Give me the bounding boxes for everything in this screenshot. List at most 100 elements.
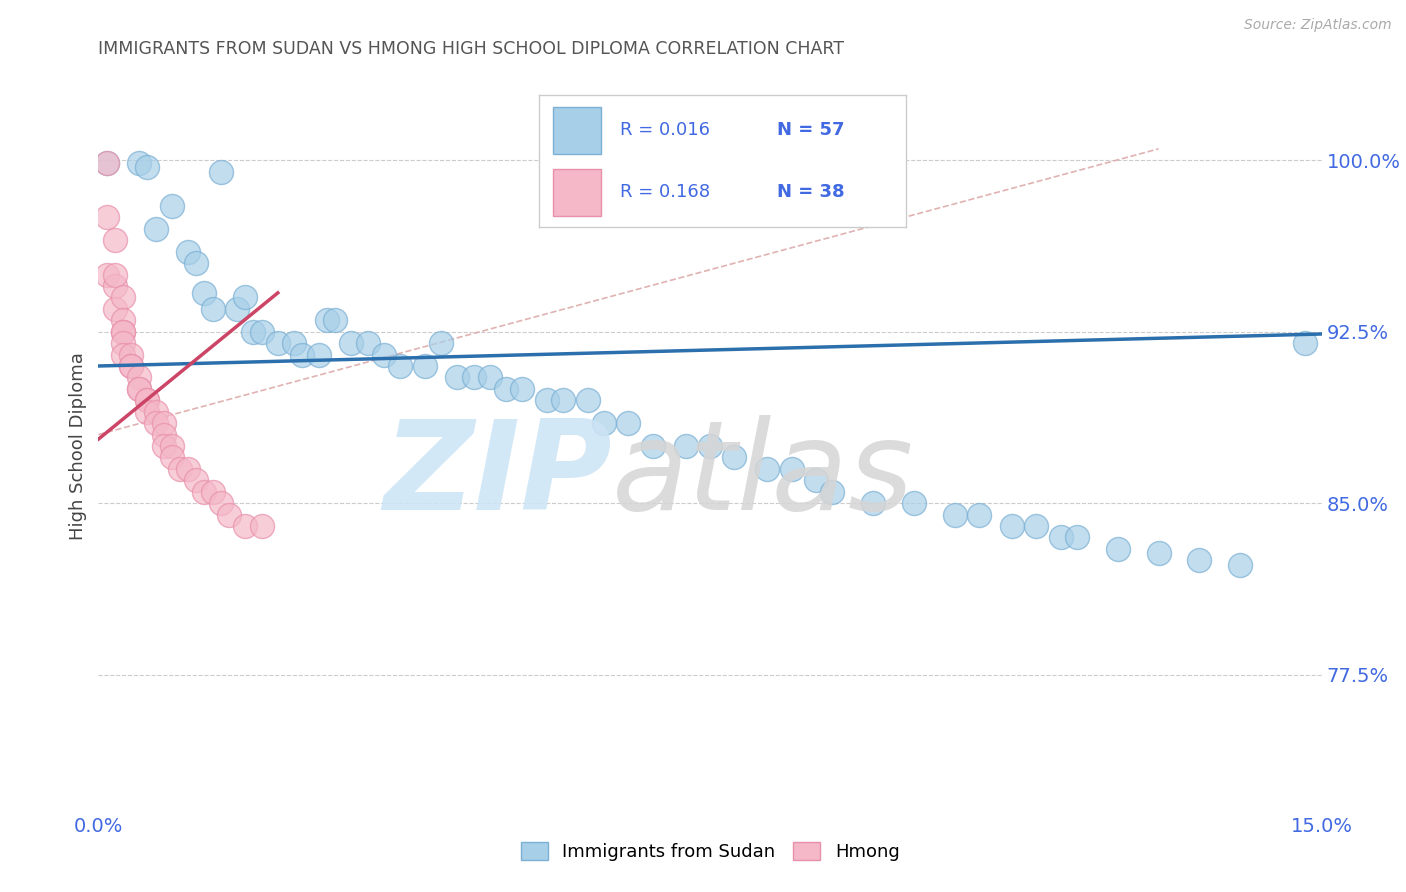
Point — [177, 244, 200, 259]
Point — [104, 268, 127, 282]
Point — [267, 336, 290, 351]
Point — [96, 155, 118, 169]
Point — [1294, 336, 1316, 351]
Point — [209, 164, 232, 178]
Point — [160, 199, 183, 213]
Point — [723, 450, 745, 465]
Point — [145, 416, 167, 430]
Point — [96, 155, 118, 169]
Text: ZIP: ZIP — [384, 415, 612, 536]
Point — [233, 519, 256, 533]
Point — [323, 313, 346, 327]
Point — [804, 473, 827, 487]
Point — [495, 382, 517, 396]
Point — [389, 359, 412, 373]
Point — [128, 382, 150, 396]
Point — [96, 268, 118, 282]
Point — [291, 347, 314, 361]
Point — [201, 301, 224, 316]
Point — [193, 285, 215, 300]
Point — [111, 325, 134, 339]
Point — [1049, 530, 1071, 544]
Point — [903, 496, 925, 510]
Point — [1001, 519, 1024, 533]
Point — [152, 427, 174, 442]
Point — [463, 370, 485, 384]
Point — [1188, 553, 1211, 567]
Point — [233, 290, 256, 304]
Point — [160, 439, 183, 453]
Point — [553, 393, 575, 408]
Point — [576, 393, 599, 408]
Point — [96, 211, 118, 225]
Point — [111, 325, 134, 339]
Point — [128, 370, 150, 384]
Point — [967, 508, 990, 522]
Point — [641, 439, 664, 453]
Point — [821, 484, 844, 499]
Legend: Immigrants from Sudan, Hmong: Immigrants from Sudan, Hmong — [513, 835, 907, 869]
Point — [111, 347, 134, 361]
Point — [943, 508, 966, 522]
Point — [218, 508, 240, 522]
Point — [756, 462, 779, 476]
Text: Source: ZipAtlas.com: Source: ZipAtlas.com — [1244, 18, 1392, 32]
Point — [193, 484, 215, 499]
Point — [104, 233, 127, 247]
Point — [120, 359, 142, 373]
Point — [593, 416, 616, 430]
Point — [283, 336, 305, 351]
Point — [186, 473, 208, 487]
Point — [617, 416, 640, 430]
Point — [675, 439, 697, 453]
Point — [413, 359, 436, 373]
Point — [430, 336, 453, 351]
Point — [136, 160, 159, 174]
Point — [111, 290, 134, 304]
Point — [186, 256, 208, 270]
Point — [160, 450, 183, 465]
Point — [104, 301, 127, 316]
Point — [512, 382, 534, 396]
Point — [242, 325, 264, 339]
Point — [1229, 558, 1251, 572]
Y-axis label: High School Diploma: High School Diploma — [69, 352, 87, 540]
Point — [136, 405, 159, 419]
Point — [136, 393, 159, 408]
Point — [1107, 541, 1129, 556]
Point — [152, 416, 174, 430]
Point — [250, 325, 273, 339]
Text: IMMIGRANTS FROM SUDAN VS HMONG HIGH SCHOOL DIPLOMA CORRELATION CHART: IMMIGRANTS FROM SUDAN VS HMONG HIGH SCHO… — [98, 40, 845, 58]
Point — [356, 336, 378, 351]
Point — [478, 370, 501, 384]
Point — [111, 336, 134, 351]
Point — [128, 382, 150, 396]
Point — [136, 393, 159, 408]
Point — [862, 496, 884, 510]
Point — [120, 359, 142, 373]
Point — [1066, 530, 1088, 544]
Point — [308, 347, 330, 361]
Point — [373, 347, 395, 361]
Point — [699, 439, 721, 453]
Point — [169, 462, 191, 476]
Point — [780, 462, 803, 476]
Point — [145, 405, 167, 419]
Point — [209, 496, 232, 510]
Point — [315, 313, 337, 327]
Point — [104, 279, 127, 293]
Point — [120, 347, 142, 361]
Point — [340, 336, 363, 351]
Point — [446, 370, 468, 384]
Point — [201, 484, 224, 499]
Point — [536, 393, 558, 408]
Point — [145, 222, 167, 236]
Point — [177, 462, 200, 476]
Point — [111, 313, 134, 327]
Point — [152, 439, 174, 453]
Point — [128, 155, 150, 169]
Point — [250, 519, 273, 533]
Point — [1025, 519, 1047, 533]
Point — [1147, 546, 1170, 560]
Text: atlas: atlas — [612, 415, 914, 536]
